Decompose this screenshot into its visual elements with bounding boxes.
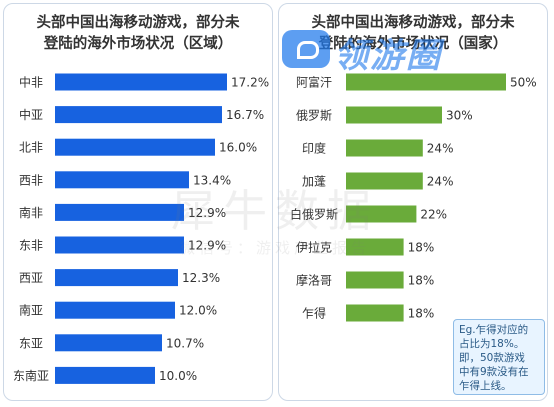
value-label: 10.7%	[166, 336, 204, 350]
value-label: 12.0%	[179, 304, 217, 318]
bar	[346, 271, 404, 289]
note-line: 占比为18%。	[459, 338, 525, 350]
value-label: 13.4%	[193, 173, 231, 187]
chart-title-line: 登陆的海外市场状况（国家）	[318, 36, 508, 52]
category-label: 伊拉克	[296, 240, 332, 255]
chart-panel-regions: 头部中国出海移动游戏，部分未 登陆的海外市场状况（区域） 中非 17.2% 中亚 16…	[3, 3, 273, 401]
category-label: 西亚	[19, 271, 43, 285]
value-label: 18%	[408, 241, 435, 255]
value-label: 24%	[427, 175, 454, 189]
chart-title-line: 头部中国出海移动游戏，部分未	[311, 15, 515, 31]
bar	[55, 334, 162, 352]
bar	[346, 139, 423, 157]
note-line: 中有9款没有在	[459, 366, 529, 378]
value-label: 18%	[408, 274, 435, 288]
bar	[346, 205, 417, 223]
chart-title-countries: 头部中国出海移动游戏，部分未 登陆的海外市场状况（国家）	[279, 13, 547, 55]
annotation-note: Eg.乍得对应的 占比为18%。 即，50款游戏 中有9款没有在 乍得上线。	[453, 319, 545, 395]
value-label: 30%	[446, 109, 473, 123]
value-label: 10.0%	[159, 369, 197, 383]
chart-title-line: 登陆的海外市场状况（区域）	[43, 36, 233, 52]
category-label: 东亚	[19, 336, 43, 350]
value-label: 16.7%	[226, 108, 264, 122]
category-label: 俄罗斯	[296, 109, 332, 123]
category-label: 东南亚	[13, 368, 49, 383]
bar	[55, 73, 227, 91]
category-label: 西非	[19, 173, 43, 187]
bar	[55, 236, 184, 254]
bar	[55, 301, 175, 319]
value-label: 12.3%	[182, 271, 220, 285]
bar	[346, 172, 423, 190]
value-label: 22%	[420, 208, 447, 222]
note-line: Eg.乍得对应的	[459, 324, 529, 336]
value-label: 12.9%	[188, 239, 226, 253]
bar	[346, 106, 442, 124]
bar	[346, 238, 404, 256]
bar	[55, 203, 184, 221]
value-label: 18%	[408, 307, 435, 321]
category-label: 东非	[19, 239, 43, 253]
value-label: 50%	[510, 76, 537, 90]
bar-chart-countries: 阿富汗 50% 俄罗斯 30% 印度 24% 加蓬 24% 白俄罗斯 22% 伊拉克 18% 摩洛哥 18…	[290, 73, 537, 322]
value-label: 12.9%	[188, 206, 226, 220]
category-label: 加蓬	[302, 175, 326, 189]
value-label: 17.2%	[231, 76, 269, 90]
category-label: 阿富汗	[296, 75, 332, 90]
chart-title-regions: 头部中国出海移动游戏，部分未 登陆的海外市场状况（区域）	[4, 13, 272, 55]
category-label: 南亚	[19, 303, 43, 318]
bar	[55, 138, 215, 156]
chart-title-line: 头部中国出海移动游戏，部分未	[36, 15, 240, 31]
bar	[55, 269, 178, 287]
category-label: 中亚	[19, 107, 43, 122]
category-label: 印度	[302, 141, 326, 156]
bar	[55, 106, 222, 124]
category-label: 南非	[19, 205, 43, 220]
value-label: 16.0%	[219, 141, 257, 155]
note-line: 乍得上线。	[459, 380, 512, 392]
category-label: 北非	[19, 141, 43, 155]
category-label: 白俄罗斯	[290, 207, 338, 222]
bar	[346, 304, 404, 322]
category-label: 乍得	[302, 306, 326, 321]
category-label: 摩洛哥	[296, 273, 332, 288]
bar	[55, 366, 155, 384]
note-line: 即，50款游戏	[459, 352, 525, 364]
bar	[55, 171, 189, 189]
category-label: 中非	[19, 75, 43, 90]
bar	[346, 73, 506, 91]
value-label: 24%	[427, 142, 454, 156]
bar-chart-regions: 中非 17.2% 中亚 16.7% 北非 16.0% 西非 13.4% 南非 12.9% 东非 12.…	[13, 73, 269, 384]
